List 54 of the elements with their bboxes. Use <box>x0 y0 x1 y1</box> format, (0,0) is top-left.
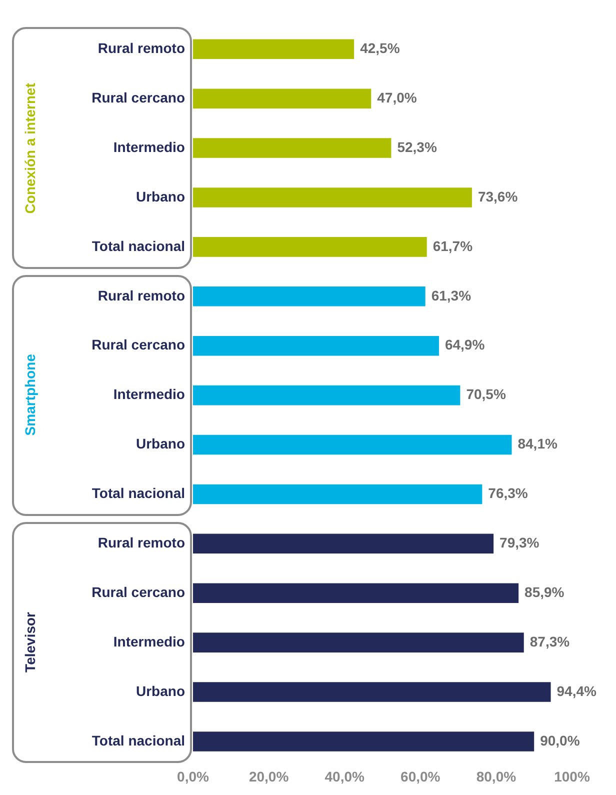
data-label: 84,1% <box>518 436 558 452</box>
bar <box>193 88 372 108</box>
x-tick-label: 0,0% <box>177 768 210 784</box>
bar <box>193 39 354 60</box>
data-label: 64,9% <box>444 336 486 353</box>
y-tick-label: Intermedio <box>113 633 185 650</box>
data-label: 47,0% <box>377 89 418 106</box>
bar <box>193 138 392 158</box>
y-tick-label: Urbano <box>136 682 185 699</box>
y-tick-label: Intermedio <box>113 138 185 155</box>
bar <box>193 237 427 257</box>
text: Smartphone <box>22 354 38 436</box>
data-label: 90,0% <box>540 732 580 748</box>
data-label: 52,3% <box>397 138 438 155</box>
y-tick-label: Rural remoto <box>98 40 185 56</box>
bar <box>193 632 524 652</box>
x-tick-label: 100% <box>554 768 590 784</box>
data-label: 61,7% <box>432 238 474 254</box>
y-tick-label: Rural remoto <box>98 534 185 551</box>
text: Televisor <box>22 612 38 673</box>
x-tick-label: 80,0% <box>476 768 517 784</box>
bar <box>193 732 534 752</box>
data-label: 85,9% <box>524 584 565 600</box>
x-tick-label: 40,0% <box>324 768 365 784</box>
bar <box>193 188 472 208</box>
y-tick-label: Rural cercano <box>92 336 185 353</box>
x-tick-label: 60,0% <box>400 768 441 784</box>
y-tick-label: Urbano <box>136 436 185 452</box>
y-tick-label: Total nacional <box>92 485 185 502</box>
data-label: 70,5% <box>466 386 506 402</box>
x-tick-label: 20,0% <box>248 768 290 784</box>
y-tick-label: Intermedio <box>113 386 185 402</box>
bar <box>193 682 551 702</box>
data-label: 42,5% <box>360 40 400 56</box>
data-label: 87,3% <box>530 633 570 650</box>
y-tick-label: Urbano <box>136 188 185 204</box>
data-label: 76,3% <box>488 485 528 502</box>
data-label: 61,3% <box>431 287 472 304</box>
bar <box>193 286 426 306</box>
y-tick-label: Rural cercano <box>92 584 185 600</box>
bar <box>193 583 519 604</box>
y-tick-label: Total nacional <box>92 732 185 748</box>
bar <box>193 484 482 504</box>
text: Conexión a internet <box>22 82 38 214</box>
bar <box>193 434 512 455</box>
y-tick-label: Rural remoto <box>98 287 185 304</box>
data-label: 94,4% <box>556 682 598 699</box>
bar <box>193 534 494 554</box>
bar <box>193 336 439 356</box>
y-tick-label: Total nacional <box>92 238 185 254</box>
data-label: 73,6% <box>478 188 518 204</box>
bar <box>193 385 460 406</box>
data-label: 79,3% <box>500 534 540 551</box>
y-tick-label: Rural cercano <box>92 89 185 106</box>
